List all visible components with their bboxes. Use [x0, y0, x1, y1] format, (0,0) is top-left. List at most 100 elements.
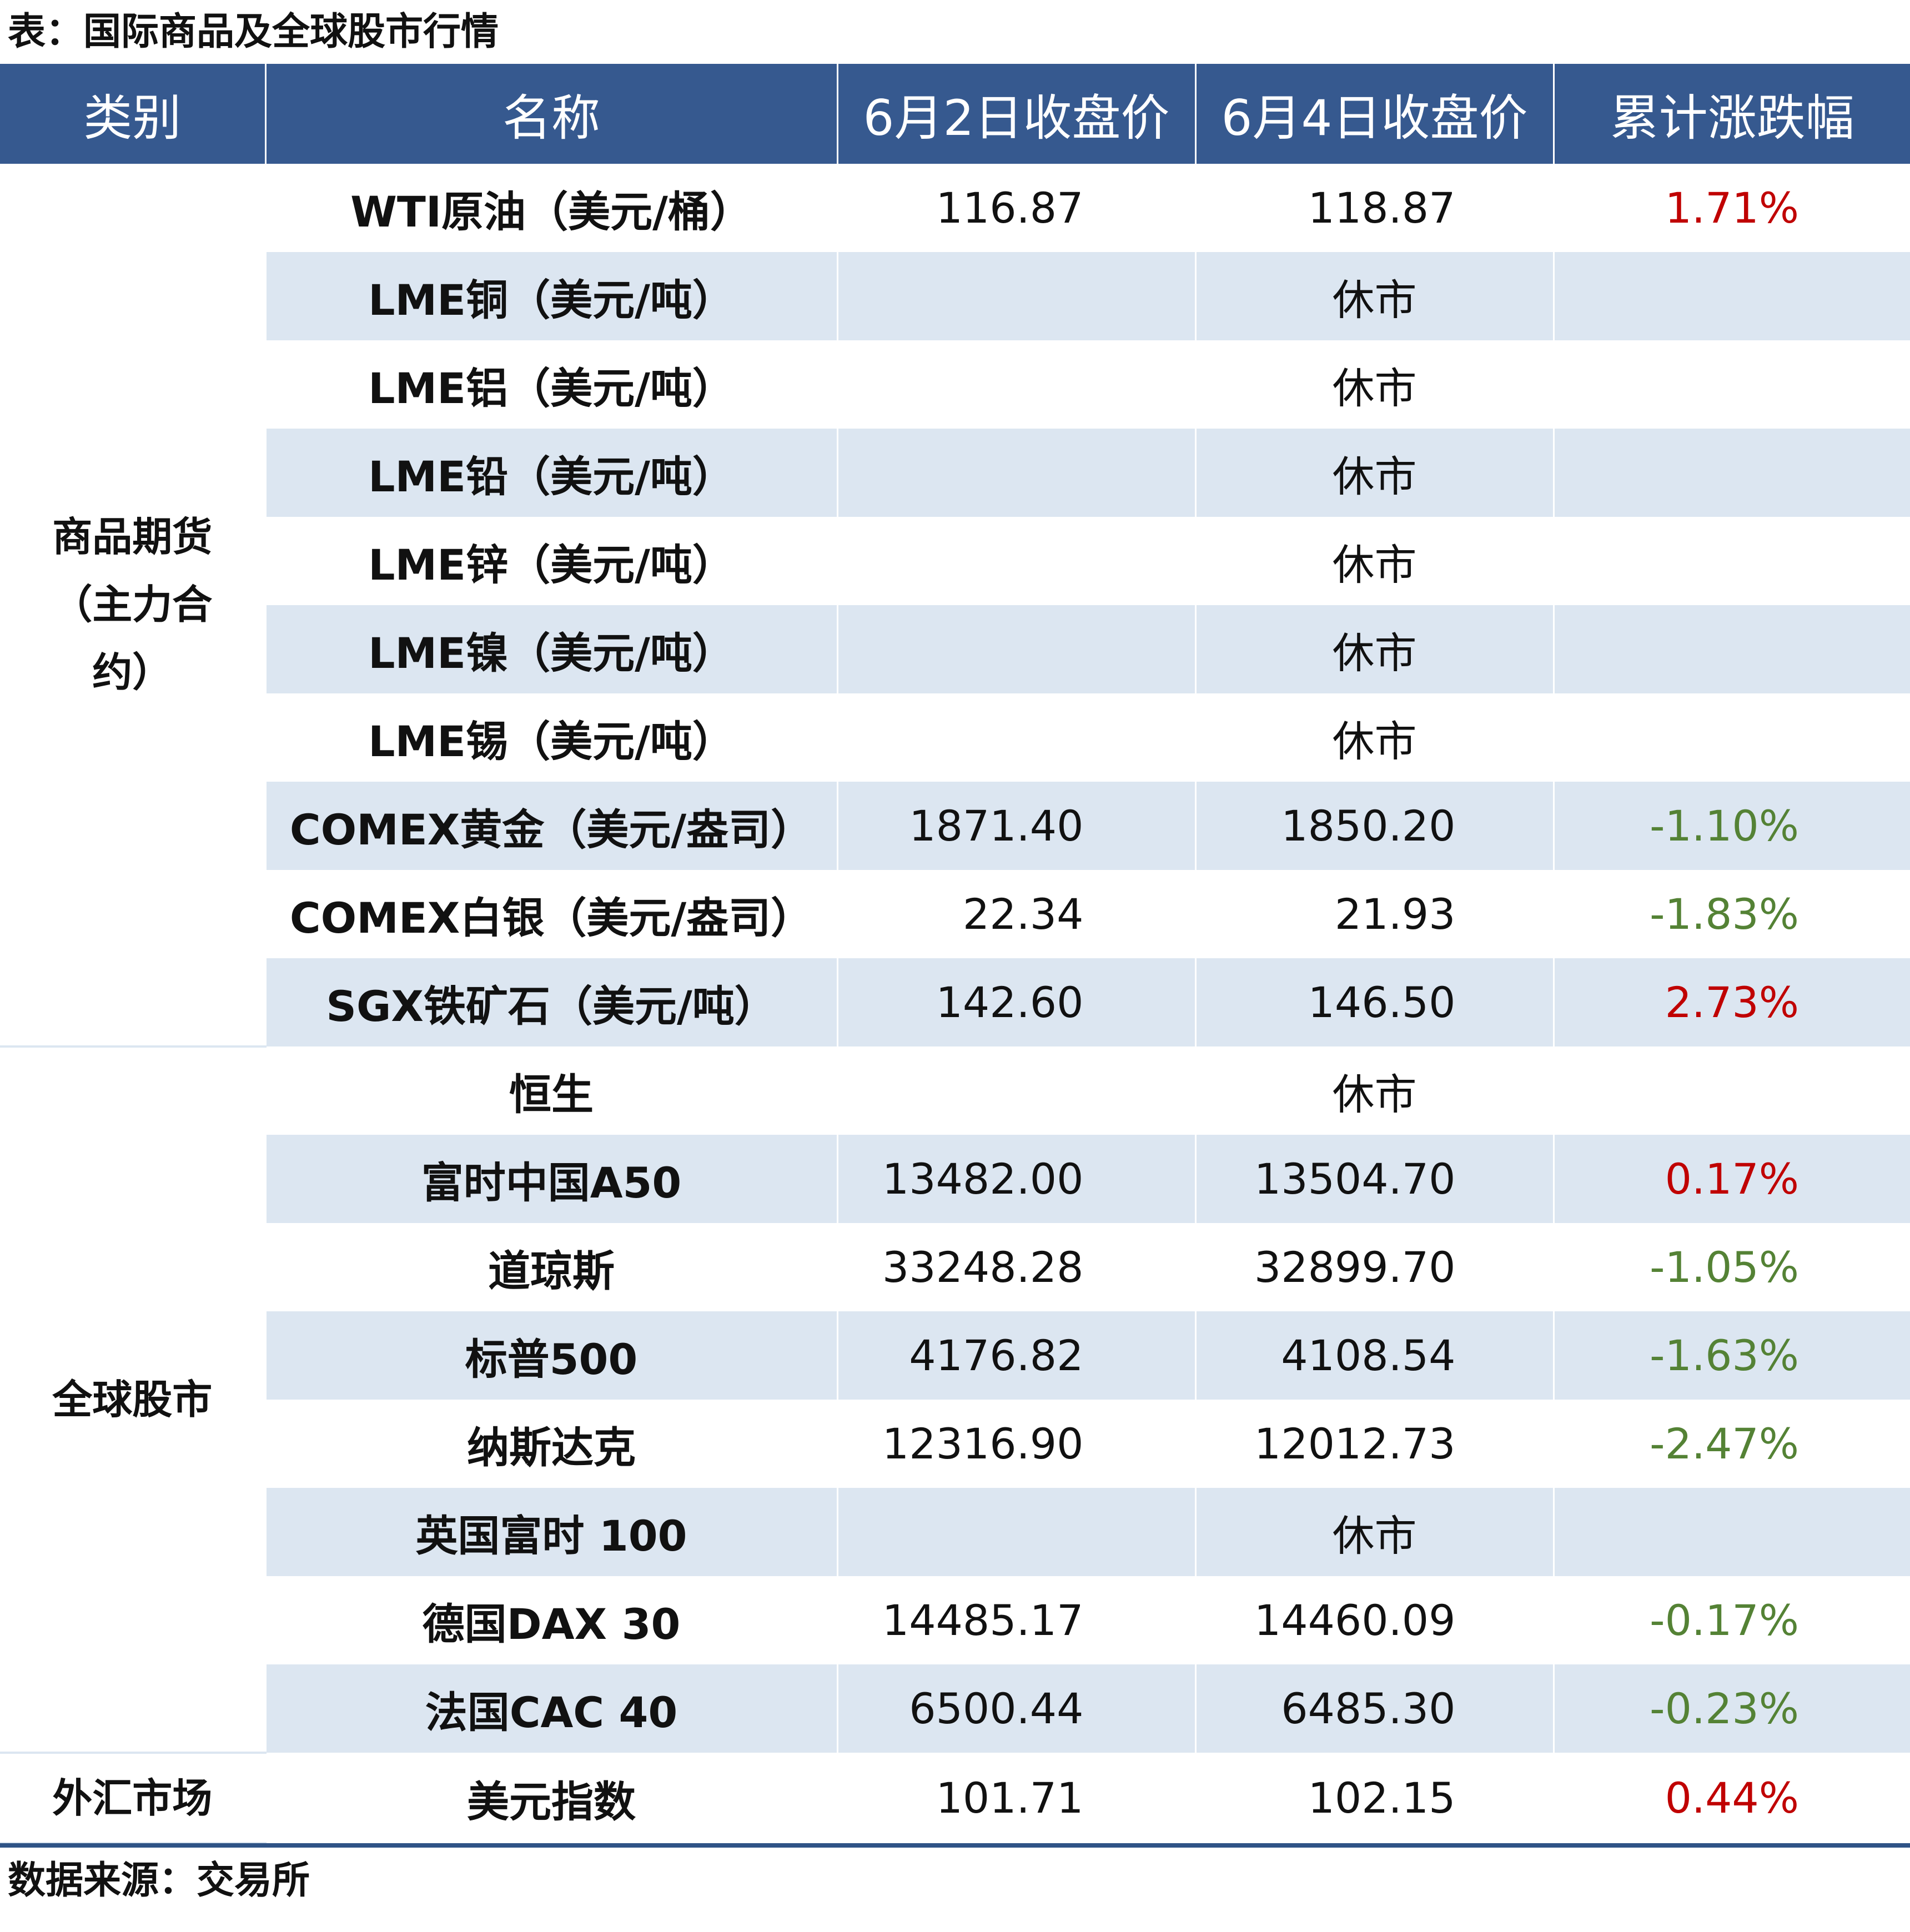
instrument-name: 纳斯达克 [264, 1400, 837, 1488]
close-jun4: 1850.20 [1194, 782, 1554, 870]
category-cell: 全球股市 [0, 1046, 265, 1754]
close-jun4: 14460.09 [1194, 1576, 1554, 1664]
data-source: 数据来源：交易所 [8, 1859, 310, 1903]
table-row: SGX铁矿石（美元/吨） 142.60 146.50 2.73% [0, 958, 1910, 1046]
empty-cell [836, 517, 1195, 605]
close-jun2: 22.34 [836, 870, 1195, 958]
table-row: LME锡（美元/吨） 休市 [0, 693, 1910, 782]
close-jun2: 116.87 [836, 164, 1195, 252]
instrument-name: LME锡（美元/吨） [264, 693, 837, 782]
close-jun4: 12012.73 [1194, 1400, 1554, 1488]
header-category: 类别 [0, 64, 265, 164]
market-closed-label: 休市 [1194, 517, 1554, 605]
cumulative-change: -0.23% [1552, 1664, 1910, 1753]
market-closed-label: 休市 [1194, 693, 1554, 782]
footer-rule [0, 1843, 1910, 1848]
table-body: 商品期货（主力合约） WTI原油（美元/桶） 116.87 118.87 1.71% LM… [0, 164, 1910, 1844]
close-jun2: 4176.82 [836, 1311, 1195, 1400]
instrument-name: COMEX白银（美元/盎司） [264, 870, 837, 958]
table-row: LME铝（美元/吨） 休市 [0, 340, 1910, 429]
page-title: 表：国际商品及全球股市行情 [8, 10, 499, 54]
close-jun2: 13482.00 [836, 1135, 1195, 1223]
table-row: 标普500 4176.82 4108.54 -1.63% [0, 1311, 1910, 1400]
close-jun4: 6485.30 [1194, 1664, 1554, 1753]
instrument-name: LME镍（美元/吨） [264, 605, 837, 693]
empty-cell [836, 605, 1195, 693]
instrument-name: LME锌（美元/吨） [264, 517, 837, 605]
close-jun2: 33248.28 [836, 1223, 1195, 1311]
cumulative-change: 2.73% [1552, 958, 1910, 1046]
market-closed-label: 休市 [1194, 429, 1554, 517]
category-cell: 外汇市场 [0, 1753, 265, 1844]
table-row: 全球股市 恒生 休市 [0, 1046, 1910, 1754]
empty-cell [836, 693, 1195, 782]
market-closed-label: 休市 [1194, 340, 1554, 429]
close-jun4: 32899.70 [1194, 1223, 1554, 1311]
instrument-name: 法国CAC 40 [264, 1664, 837, 1753]
header-cumulative-change: 累计涨跌幅 [1552, 64, 1910, 164]
close-jun2: 101.71 [836, 1753, 1195, 1843]
table-row: 外汇市场 美元指数 101.71 102.15 0.44% [0, 1753, 1910, 1844]
table-row: COMEX白银（美元/盎司） 22.34 21.93 -1.83% [0, 870, 1910, 958]
cumulative-change: -1.05% [1552, 1223, 1910, 1311]
cumulative-change: -0.17% [1552, 1576, 1910, 1664]
table-row: LME镍（美元/吨） 休市 [0, 605, 1910, 693]
empty-cell [1552, 1046, 1910, 1135]
instrument-name: 恒生 [264, 1046, 837, 1135]
market-closed-label: 休市 [1194, 252, 1554, 340]
table-header-row: 类别 名称 6月2日收盘价 6月4日收盘价 累计涨跌幅 [0, 64, 1910, 164]
table-row: LME锌（美元/吨） 休市 [0, 517, 1910, 605]
table-row: 纳斯达克 12316.90 12012.73 -2.47% [0, 1400, 1910, 1488]
empty-cell [1552, 340, 1910, 429]
instrument-name: 英国富时 100 [264, 1488, 837, 1576]
market-table: 类别 名称 6月2日收盘价 6月4日收盘价 累计涨跌幅 商品期货（主力合约） WT… [0, 64, 1910, 1844]
instrument-name: COMEX黄金（美元/盎司） [264, 782, 837, 870]
cumulative-change: 0.17% [1552, 1135, 1910, 1223]
table-row: LME铜（美元/吨） 休市 [0, 252, 1910, 340]
cumulative-change: -1.83% [1552, 870, 1910, 958]
table-row: 商品期货（主力合约） WTI原油（美元/桶） 116.87 118.87 1.71% [0, 164, 1910, 1048]
empty-cell [836, 252, 1195, 340]
instrument-name: 富时中国A50 [264, 1135, 837, 1223]
cumulative-change: 0.44% [1552, 1753, 1910, 1843]
empty-cell [1552, 517, 1910, 605]
table-row: 道琼斯 33248.28 32899.70 -1.05% [0, 1223, 1910, 1311]
instrument-name: LME铝（美元/吨） [264, 340, 837, 429]
empty-cell [836, 340, 1195, 429]
table-row: 富时中国A50 13482.00 13504.70 0.17% [0, 1135, 1910, 1223]
empty-cell [836, 1046, 1195, 1135]
close-jun4: 21.93 [1194, 870, 1554, 958]
table-row: 法国CAC 40 6500.44 6485.30 -0.23% [0, 1664, 1910, 1753]
empty-cell [1552, 1488, 1910, 1576]
instrument-name: LME铅（美元/吨） [264, 429, 837, 517]
close-jun4: 118.87 [1194, 164, 1554, 252]
close-jun2: 142.60 [836, 958, 1195, 1046]
header-name: 名称 [264, 64, 837, 164]
close-jun2: 1871.40 [836, 782, 1195, 870]
cumulative-change: -1.63% [1552, 1311, 1910, 1400]
category-label: 全球股市 [52, 1376, 213, 1423]
empty-cell [836, 429, 1195, 517]
close-jun2: 6500.44 [836, 1664, 1195, 1753]
empty-cell [1552, 429, 1910, 517]
market-closed-label: 休市 [1194, 605, 1554, 693]
empty-cell [1552, 605, 1910, 693]
instrument-name: 道琼斯 [264, 1223, 837, 1311]
close-jun2: 12316.90 [836, 1400, 1195, 1488]
close-jun2: 14485.17 [836, 1576, 1195, 1664]
table-row: 英国富时 100 休市 [0, 1488, 1910, 1576]
close-jun4: 102.15 [1194, 1753, 1554, 1843]
table-row: COMEX黄金（美元/盎司） 1871.40 1850.20 -1.10% [0, 782, 1910, 870]
empty-cell [1552, 252, 1910, 340]
market-closed-label: 休市 [1194, 1488, 1554, 1576]
cumulative-change: 1.71% [1552, 164, 1910, 252]
header-close-jun2: 6月2日收盘价 [836, 64, 1195, 164]
market-closed-label: 休市 [1194, 1046, 1554, 1135]
instrument-name: 美元指数 [264, 1753, 837, 1843]
table-row: 德国DAX 30 14485.17 14460.09 -0.17% [0, 1576, 1910, 1664]
instrument-name: LME铜（美元/吨） [264, 252, 837, 340]
instrument-name: SGX铁矿石（美元/吨） [264, 958, 837, 1046]
empty-cell [1552, 693, 1910, 782]
close-jun4: 146.50 [1194, 958, 1554, 1046]
category-label: 商品期货（主力合约） [52, 514, 213, 696]
